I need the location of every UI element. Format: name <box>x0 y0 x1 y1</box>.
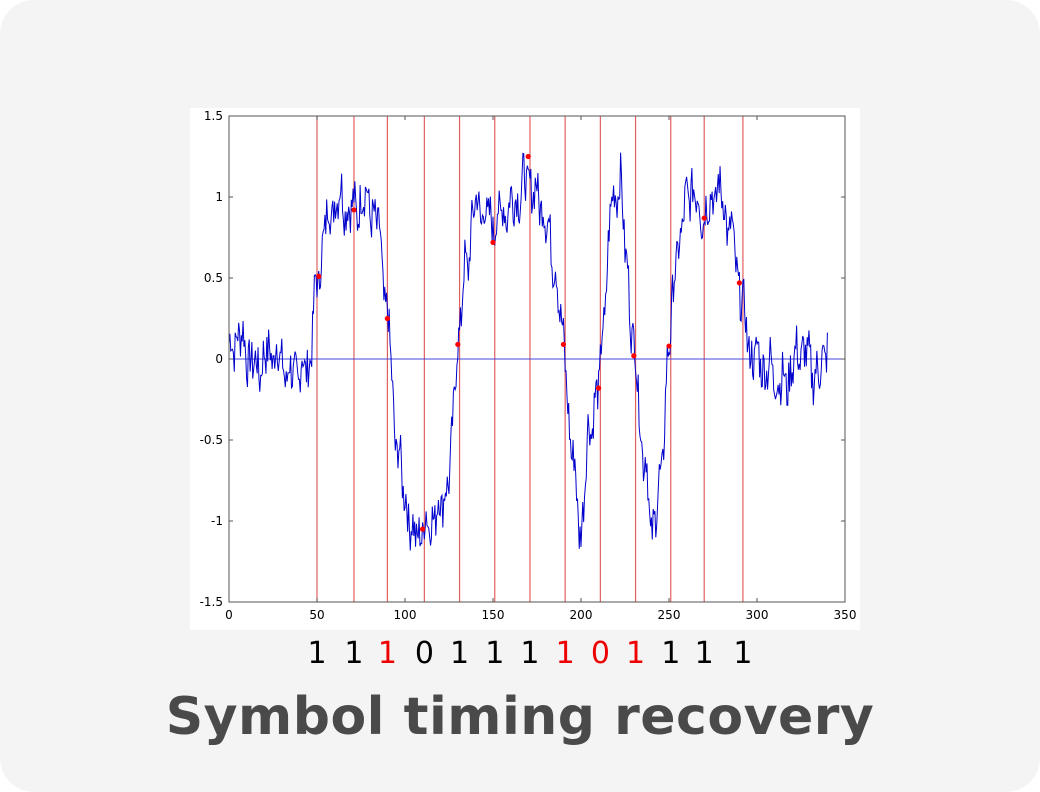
sample-point-9 <box>631 353 637 359</box>
sample-point-4 <box>455 341 461 348</box>
bit-label-6: 1 <box>520 636 540 671</box>
sample-point-7 <box>560 341 566 348</box>
x-tick-label-3: 150 <box>482 608 505 622</box>
bit-label-5: 1 <box>485 636 505 671</box>
sample-point-8 <box>596 385 602 391</box>
bit-label-7: 1 <box>555 636 575 671</box>
x-tick-label-2: 100 <box>394 608 417 622</box>
y-tick-label-1: 1 <box>215 190 223 204</box>
sample-point-0 <box>316 273 322 279</box>
bit-label-10: 1 <box>661 636 681 671</box>
y-tick-label-6: -1.5 <box>200 595 223 609</box>
y-tick-label-3: 0 <box>215 352 223 366</box>
x-tick-label-4: 200 <box>570 608 593 622</box>
y-tick-label-4: -0.5 <box>200 433 223 447</box>
bit-label-4: 1 <box>450 636 470 671</box>
sample-point-5 <box>490 239 496 245</box>
x-tick-label-6: 300 <box>746 608 769 622</box>
bit-label-0: 1 <box>307 636 327 671</box>
bit-label-12: 1 <box>733 636 753 671</box>
x-tick-label-1: 50 <box>309 608 324 622</box>
x-tick-label-7: 350 <box>834 608 857 622</box>
bit-label-1: 1 <box>344 636 364 671</box>
sample-point-11 <box>701 215 707 221</box>
bit-label-2: 1 <box>377 636 397 671</box>
bit-label-9: 1 <box>626 636 646 671</box>
signal-chart: 0 50 100 150 200 250 300 350 1.5 1 0.5 0 -0.5 -1 -1.5 <box>190 108 860 630</box>
sample-point-3 <box>420 526 426 532</box>
sample-point-1 <box>351 207 357 213</box>
chart-area: 0 50 100 150 200 250 300 350 1.5 1 0.5 0 -0.5 -1 -1.5 <box>190 108 860 630</box>
bit-label-8: 0 <box>590 636 610 671</box>
y-tick-label-5: -1 <box>211 514 223 528</box>
sample-point-2 <box>384 315 390 322</box>
signal-line <box>228 152 828 551</box>
x-tick-label-5: 250 <box>658 608 681 622</box>
bit-label-11: 1 <box>694 636 714 671</box>
bit-label-3: 0 <box>414 636 434 671</box>
page-title: Symbol timing recovery <box>165 687 875 747</box>
sample-point-12 <box>736 280 743 286</box>
y-tick-label-0: 1.5 <box>204 109 223 123</box>
sample-point-10 <box>666 343 672 349</box>
y-tick-label-2: 0.5 <box>204 271 223 285</box>
x-tick-label-0: 0 <box>225 608 233 622</box>
sample-point-6 <box>525 153 531 160</box>
